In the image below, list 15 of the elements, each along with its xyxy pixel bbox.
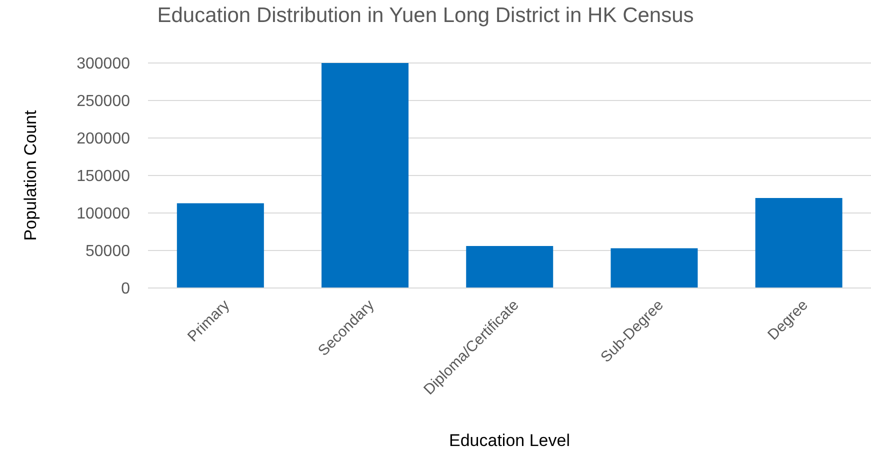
bar xyxy=(610,248,698,288)
y-tick-label: 0 xyxy=(121,280,130,298)
x-axis-title: Education Level xyxy=(449,430,570,450)
y-tick-label: 100000 xyxy=(76,206,130,223)
bar xyxy=(755,198,842,288)
y-axis-title: Population Count xyxy=(20,110,40,241)
y-tick-label: 50000 xyxy=(86,243,130,260)
bar xyxy=(466,246,554,288)
y-tick-label: 150000 xyxy=(76,168,130,186)
bar xyxy=(322,63,409,288)
y-tick-label: 200000 xyxy=(76,130,130,148)
chart-title: Education Distribution in Yuen Long District in HK Census xyxy=(156,4,695,28)
y-tick-label: 300000 xyxy=(76,56,130,73)
bar xyxy=(176,203,264,288)
y-tick-label: 250000 xyxy=(76,93,130,110)
